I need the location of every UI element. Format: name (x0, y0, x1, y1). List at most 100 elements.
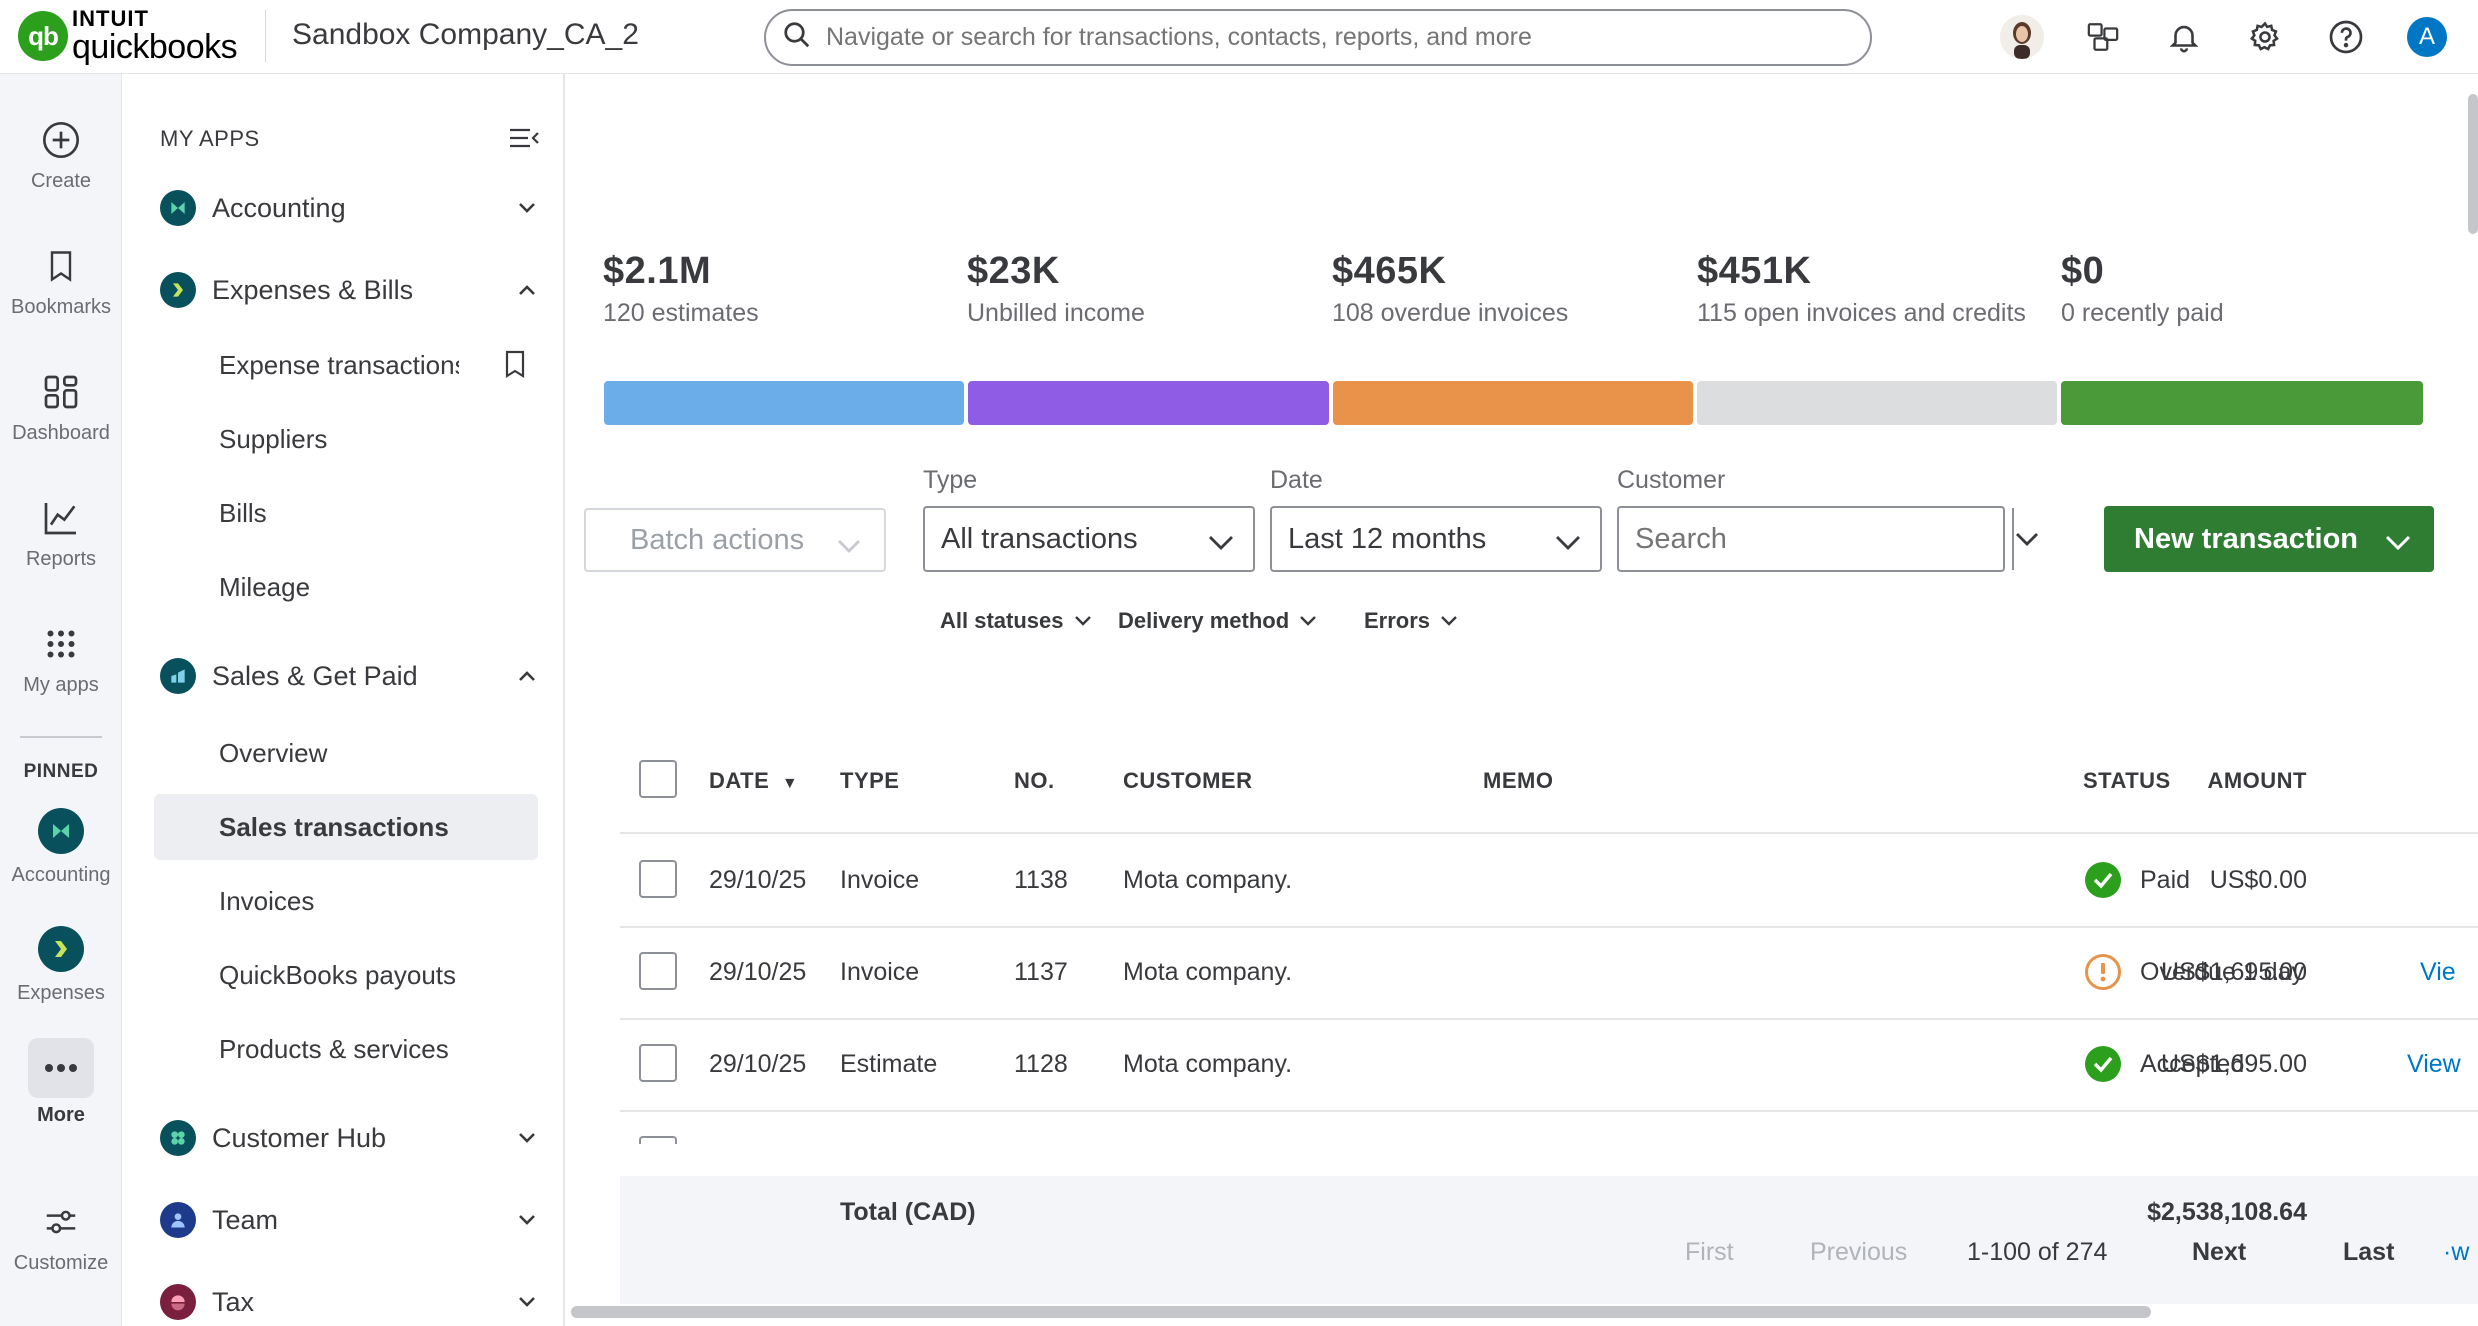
app-group-customer-hub-label: Customer Hub (212, 1122, 387, 1153)
nav-expense-transactions[interactable]: Expense transactions (219, 350, 459, 380)
pager-previous[interactable]: Previous (1810, 1238, 1908, 1266)
rail-my-apps[interactable]: My apps (0, 622, 122, 697)
moneybar-open[interactable] (1697, 381, 2057, 425)
row-checkbox-partial[interactable] (639, 1136, 677, 1144)
batch-actions-button[interactable]: Batch actions (584, 508, 886, 572)
settings-gear-icon[interactable] (2243, 15, 2287, 59)
app-group-expenses[interactable]: Expenses & Bills (160, 268, 540, 312)
column-memo-header[interactable]: MEMO (1483, 768, 1554, 793)
customer-search[interactable] (1617, 506, 2038, 572)
pager-first[interactable]: First (1685, 1238, 1734, 1266)
stat-label: 115 open invoices and credits (1697, 299, 2026, 327)
row-divider (620, 1018, 2478, 1020)
pager-last[interactable]: Last (2343, 1238, 2395, 1266)
header-divider-line (620, 832, 2478, 834)
nav-sales-transactions[interactable]: Sales transactions (219, 812, 449, 842)
errors-filter[interactable]: Errors (1364, 608, 1458, 634)
customer-dropdown-button[interactable] (2012, 508, 2040, 570)
row-view-link[interactable]: Vie (2420, 958, 2456, 986)
logo-product-text: quickbooks (72, 28, 238, 66)
row-customer[interactable]: Mota company. (1123, 958, 1293, 986)
stat-recently-paid[interactable]: $0 0 recently paid (2061, 250, 2224, 328)
nav-overview[interactable]: Overview (219, 738, 328, 768)
column-no-header[interactable]: NO. (1014, 768, 1055, 793)
nav-invoices[interactable]: Invoices (219, 886, 315, 916)
rail-pinned-expenses[interactable]: Expenses (0, 926, 122, 1005)
moneybar-estimates[interactable] (604, 381, 964, 425)
new-transaction-button[interactable]: New transaction (2104, 506, 2434, 572)
stat-open-invoices[interactable]: $451K 115 open invoices and credits (1697, 250, 2026, 328)
nav-bills[interactable]: Bills (219, 498, 267, 528)
vertical-scrollbar[interactable] (2468, 94, 2478, 234)
column-customer-header[interactable]: CUSTOMER (1123, 768, 1253, 793)
type-select[interactable]: All transactions (923, 506, 1255, 572)
app-group-tax[interactable]: Tax (160, 1280, 540, 1324)
rail-more[interactable]: More (0, 1038, 122, 1127)
column-type-header[interactable]: TYPE (840, 768, 900, 793)
rail-create[interactable]: Create (0, 118, 122, 193)
row-customer[interactable]: Mota company. (1123, 1050, 1293, 1078)
apps-panel: MY APPS Accounting Expenses & Bills Expe… (122, 74, 565, 1326)
rail-customize[interactable]: Customize (0, 1200, 122, 1275)
nav-mileage[interactable]: Mileage (219, 572, 311, 602)
apps-switcher-icon[interactable] (2081, 15, 2125, 59)
horizontal-scrollbar[interactable] (571, 1306, 2151, 1318)
select-all-checkbox[interactable] (639, 760, 677, 798)
bookmark-icon[interactable] (504, 350, 526, 383)
app-group-team-label: Team (212, 1204, 279, 1235)
pager-next[interactable]: Next (2192, 1238, 2247, 1266)
date-select[interactable]: Last 12 months (1270, 506, 1602, 572)
expenses-icon (38, 926, 84, 972)
row-type[interactable]: Invoice (840, 958, 920, 986)
delivery-method-filter[interactable]: Delivery method (1118, 608, 1317, 634)
nav-quickbooks-payouts[interactable]: QuickBooks payouts (219, 960, 457, 990)
rail-bookmarks[interactable]: Bookmarks (0, 244, 122, 319)
app-group-accounting[interactable]: Accounting (160, 186, 540, 230)
notifications-bell-icon[interactable] (2162, 15, 2206, 59)
customer-search-input[interactable] (1619, 508, 2012, 570)
accounting-app-icon (160, 190, 196, 226)
app-group-team[interactable]: Team (160, 1198, 540, 1242)
row-status: Overdue 1 day (2140, 958, 2304, 986)
stat-unbilled[interactable]: $23K Unbilled income (967, 250, 1145, 328)
all-statuses-filter[interactable]: All statuses (940, 608, 1092, 634)
row-customer[interactable]: Mota company. (1123, 866, 1293, 894)
nav-products-services[interactable]: Products & services (219, 1034, 449, 1064)
collapse-panel-icon[interactable] (508, 124, 540, 157)
app-group-sales[interactable]: Sales & Get Paid (160, 654, 540, 698)
stat-value: $465K (1332, 250, 1447, 292)
column-amount-header[interactable]: AMOUNT (2207, 768, 2307, 793)
rail-reports[interactable]: Reports (0, 496, 122, 571)
column-status-header[interactable]: STATUS (2083, 768, 2171, 793)
row-checkbox[interactable] (639, 860, 677, 898)
rail-pinned-accounting[interactable]: Accounting (0, 808, 122, 887)
batch-actions-label: Batch actions (630, 523, 805, 556)
date-filter-label: Date (1270, 466, 1323, 494)
stat-overdue[interactable]: $465K 108 overdue invoices (1332, 250, 1568, 328)
moneybar-unbilled[interactable] (968, 381, 1329, 425)
row-checkbox[interactable] (639, 952, 677, 990)
global-search-input[interactable] (826, 23, 1826, 52)
help-icon[interactable] (2324, 15, 2368, 59)
quickbooks-logo[interactable]: qb INTUIT quickbooks (18, 6, 238, 66)
app-group-customer-hub[interactable]: Customer Hub (160, 1116, 540, 1160)
row-amount: US$1,695.00 (2161, 1050, 2307, 1078)
nav-suppliers[interactable]: Suppliers (219, 424, 328, 454)
stat-label: Unbilled income (967, 299, 1145, 327)
stat-estimates[interactable]: $2.1M 120 estimates (603, 250, 759, 328)
app-group-tax-label: Tax (212, 1286, 255, 1317)
row-checkbox[interactable] (639, 1044, 677, 1082)
expenses-app-icon (160, 272, 196, 308)
user-photo-avatar[interactable] (2000, 15, 2044, 59)
row-type[interactable]: Invoice (840, 866, 920, 894)
rail-dashboard[interactable]: Dashboard (0, 370, 122, 445)
row-view-link[interactable]: View (2407, 1050, 2461, 1078)
account-avatar[interactable]: A (2405, 15, 2449, 59)
moneybar-paid[interactable] (2061, 381, 2423, 425)
pager-overflow-link[interactable]: ·w (2443, 1238, 2470, 1266)
column-date-header[interactable]: DATE ▼ (709, 768, 799, 793)
global-search[interactable] (764, 9, 1872, 66)
row-type[interactable]: Estimate (840, 1050, 938, 1078)
moneybar-overdue[interactable] (1333, 381, 1693, 425)
total-label: Total (CAD) (840, 1198, 976, 1226)
